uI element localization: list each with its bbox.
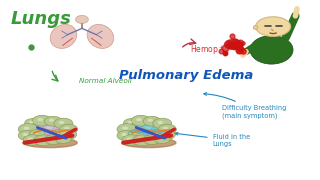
Circle shape	[155, 135, 170, 143]
Circle shape	[64, 127, 69, 130]
Circle shape	[133, 131, 151, 141]
Circle shape	[148, 130, 165, 139]
Circle shape	[34, 135, 53, 146]
Ellipse shape	[225, 40, 242, 49]
Circle shape	[158, 137, 163, 140]
Circle shape	[59, 121, 64, 124]
Circle shape	[151, 125, 169, 135]
Circle shape	[133, 135, 152, 146]
Circle shape	[32, 115, 52, 126]
Circle shape	[153, 118, 172, 129]
Circle shape	[50, 130, 66, 139]
Circle shape	[163, 127, 168, 130]
Circle shape	[33, 132, 38, 134]
Circle shape	[146, 131, 164, 141]
Text: Fluid in the
Lungs: Fluid in the Lungs	[175, 132, 250, 147]
Text: Pulmonary Edema: Pulmonary Edema	[119, 69, 253, 82]
Circle shape	[63, 132, 68, 135]
Circle shape	[124, 119, 139, 127]
Circle shape	[49, 119, 54, 122]
Circle shape	[256, 17, 291, 36]
Circle shape	[47, 131, 65, 141]
Ellipse shape	[130, 131, 143, 133]
Circle shape	[44, 116, 62, 126]
Text: Normal Alveoli: Normal Alveoli	[79, 78, 132, 84]
Circle shape	[138, 138, 143, 141]
Circle shape	[162, 132, 167, 135]
Ellipse shape	[250, 35, 293, 64]
Circle shape	[153, 132, 158, 135]
Ellipse shape	[76, 15, 88, 23]
Circle shape	[131, 115, 150, 126]
Circle shape	[127, 121, 132, 123]
Ellipse shape	[253, 26, 258, 30]
Circle shape	[41, 125, 59, 135]
Circle shape	[23, 127, 29, 130]
Circle shape	[117, 124, 137, 135]
Circle shape	[143, 116, 161, 126]
Circle shape	[59, 130, 76, 140]
Circle shape	[128, 129, 144, 138]
Circle shape	[128, 125, 146, 135]
Ellipse shape	[142, 130, 155, 133]
Ellipse shape	[122, 138, 176, 148]
Circle shape	[28, 121, 33, 123]
Circle shape	[143, 135, 161, 145]
Circle shape	[136, 118, 142, 121]
Circle shape	[45, 135, 62, 145]
Circle shape	[54, 132, 59, 135]
Circle shape	[122, 133, 127, 136]
Circle shape	[39, 138, 45, 141]
Circle shape	[60, 137, 64, 140]
Ellipse shape	[23, 138, 77, 148]
Circle shape	[60, 124, 77, 134]
Circle shape	[122, 127, 128, 130]
Circle shape	[35, 131, 52, 141]
Circle shape	[148, 119, 153, 122]
Circle shape	[25, 119, 40, 127]
Circle shape	[157, 130, 175, 140]
Circle shape	[23, 135, 42, 145]
Circle shape	[158, 124, 176, 134]
Circle shape	[148, 137, 153, 140]
Circle shape	[18, 130, 36, 141]
Text: Difficulty Breathing
(main symptom): Difficulty Breathing (main symptom)	[204, 93, 286, 119]
Circle shape	[29, 129, 45, 138]
Ellipse shape	[154, 131, 166, 133]
Text: Hemop$^+$: Hemop$^+$	[190, 43, 225, 57]
Circle shape	[18, 124, 38, 135]
Circle shape	[49, 137, 54, 140]
Circle shape	[23, 133, 28, 136]
Circle shape	[54, 118, 73, 129]
Circle shape	[52, 125, 70, 135]
Circle shape	[140, 125, 158, 135]
Circle shape	[117, 130, 135, 141]
Ellipse shape	[50, 24, 77, 48]
Circle shape	[132, 132, 137, 134]
Text: Lungs: Lungs	[10, 10, 71, 28]
Circle shape	[56, 135, 71, 143]
Circle shape	[29, 125, 47, 135]
Ellipse shape	[87, 24, 114, 48]
Circle shape	[37, 118, 43, 121]
Circle shape	[127, 137, 132, 141]
Circle shape	[122, 135, 141, 145]
Circle shape	[28, 137, 34, 141]
Circle shape	[157, 121, 163, 124]
